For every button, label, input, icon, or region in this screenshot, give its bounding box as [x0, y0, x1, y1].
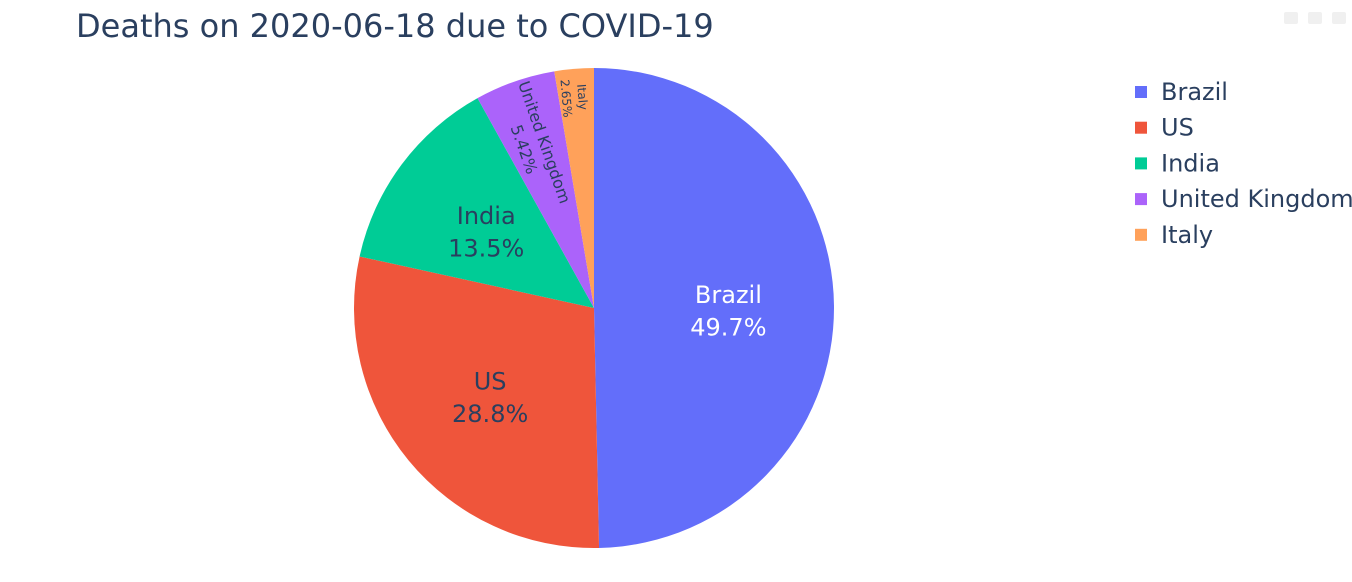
legend-swatch [1135, 86, 1147, 98]
legend-swatch [1135, 228, 1147, 241]
slice-label-us: US 28.8% [452, 368, 528, 428]
slice-label-brazil: Brazil 49.7% [690, 281, 766, 341]
legend-swatch [1135, 121, 1147, 134]
legend-swatch [1135, 157, 1147, 170]
slice-name-label: US [474, 368, 507, 396]
legend-label: US [1161, 114, 1194, 142]
slice-percent-label: 28.8% [452, 400, 528, 428]
legend-swatch [1135, 193, 1147, 206]
slice-percent-label: 2.65% [558, 79, 575, 118]
modebar [1284, 12, 1346, 24]
legend-item-italy[interactable]: Italy [1135, 221, 1213, 249]
legend-item-us[interactable]: US [1135, 114, 1194, 142]
legend-item-brazil[interactable]: Brazil [1135, 78, 1228, 106]
zoom-icon[interactable] [1308, 12, 1322, 24]
legend: Brazil US India United Kingdom Italy [1135, 78, 1352, 249]
camera-icon[interactable] [1284, 12, 1298, 24]
pie-slice-italy[interactable] [554, 68, 594, 308]
legend-item-united-kingdom[interactable]: United Kingdom [1135, 185, 1352, 213]
legend-label: Brazil [1161, 78, 1228, 106]
chart-title: Deaths on 2020-06-18 due to COVID-19 [76, 7, 714, 45]
pie-slice-brazil[interactable] [594, 68, 835, 548]
legend-label: Italy [1161, 221, 1213, 249]
slice-percent-label: 13.5% [448, 235, 524, 263]
legend-label: India [1161, 149, 1220, 177]
pie-slice-us[interactable] [353, 256, 600, 548]
pie-slice-india[interactable] [359, 98, 594, 308]
slice-name-label: Brazil [695, 281, 762, 309]
slice-name-label: India [457, 202, 516, 230]
slice-percent-label: 49.7% [690, 313, 766, 341]
plotly-logo-icon[interactable] [1332, 12, 1346, 24]
legend-label: United Kingdom [1161, 185, 1352, 213]
legend-item-india[interactable]: India [1135, 149, 1220, 177]
slice-name-label: Italy [574, 83, 590, 110]
pie-slice-united-kingdom[interactable] [477, 71, 594, 308]
pie-slices [353, 68, 835, 548]
slice-label-india: India 13.5% [448, 202, 524, 262]
